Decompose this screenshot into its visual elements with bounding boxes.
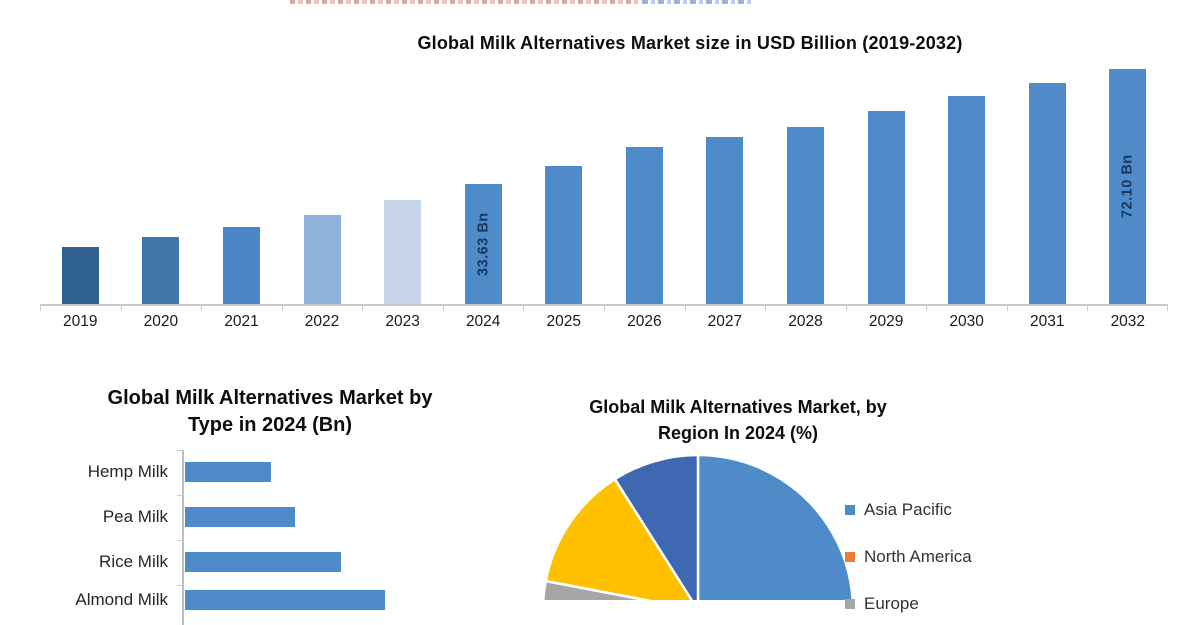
bar-2024: 33.63 Bn (464, 184, 502, 304)
x-axis-tick (120, 306, 122, 311)
x-label-2030: 2030 (949, 313, 984, 330)
legend-item-north-america: North America (845, 547, 972, 567)
legend-item-asia-pacific: Asia Pacific (845, 500, 952, 520)
x-label-2029: 2029 (868, 313, 904, 330)
type-axis-tick (177, 495, 182, 496)
x-axis-tick (684, 306, 686, 311)
type-bar-pea-milk (185, 507, 295, 527)
x-axis-tick (926, 306, 928, 311)
x-axis-tick (604, 306, 605, 311)
x-axis-tick (281, 306, 283, 311)
bar-2032: 72.10 Bn (1109, 69, 1147, 304)
market-size-x-axis (40, 304, 1168, 311)
bar-2031 (1028, 83, 1066, 304)
legend-marker-asia-pacific (845, 505, 855, 515)
region-chart-title-line2: Region In 2024 (%) (657, 423, 819, 443)
bar-2019 (61, 247, 99, 304)
bar-2023 (384, 200, 422, 304)
bar-2029 (867, 111, 905, 304)
x-label-2028: 2028 (788, 313, 823, 330)
bar-2021 (222, 227, 260, 304)
bar-2027 (706, 137, 744, 304)
x-axis-tick (442, 306, 444, 311)
legend-marker-north-america (845, 552, 855, 562)
legend-label-europe: Europe (864, 594, 919, 613)
x-axis-tick (523, 306, 525, 311)
type-label-hemp-milk: Hemp Milk (87, 462, 168, 481)
legend-label-north-america: North America (864, 547, 972, 566)
x-label-2022: 2022 (304, 313, 340, 330)
region-chart-title: Global Milk Alternatives Market, by Regi… (538, 394, 938, 446)
bar-2022 (303, 215, 341, 304)
type-chart-title: Global Milk Alternatives Market by Type … (40, 385, 500, 439)
x-axis-tick (845, 306, 847, 311)
x-label-2019: 2019 (63, 313, 98, 330)
x-label-2023: 2023 (385, 313, 420, 330)
bar-2020 (142, 237, 180, 304)
legend-marker-europe (845, 599, 855, 609)
pie-slice-unlabeled-3 (544, 477, 694, 600)
x-axis-tick (765, 306, 767, 311)
region-chart-title-line1: Global Milk Alternatives Market, by (589, 397, 887, 417)
region-pie-chart (542, 453, 854, 600)
bar-2026 (625, 147, 663, 304)
type-bar-rice-milk (185, 552, 341, 572)
bar-2030 (948, 96, 986, 304)
x-axis-tick (1167, 306, 1168, 311)
x-axis-tick (362, 306, 364, 311)
type-chart-y-axis (182, 450, 184, 625)
x-label-2021: 2021 (224, 313, 259, 330)
x-label-2024: 2024 (465, 313, 501, 330)
x-axis-tick (1006, 306, 1008, 311)
bar-2028 (786, 127, 824, 304)
type-label-rice-milk: Rice Milk (99, 552, 168, 571)
x-label-2026: 2026 (627, 313, 662, 330)
x-label-2032: 2032 (1110, 313, 1146, 330)
x-label-2025: 2025 (546, 313, 581, 330)
type-chart-title-line1: Global Milk Alternatives Market by (107, 387, 433, 409)
clipped-header-text-red (290, 0, 638, 4)
type-bar-hemp-milk (185, 462, 271, 482)
bar-2025 (545, 166, 583, 304)
type-axis-tick (177, 585, 182, 586)
x-label-2020: 2020 (143, 313, 179, 330)
pie-slice-asia-pacific (696, 453, 854, 600)
x-axis-tick (201, 306, 203, 311)
x-axis-tick (40, 306, 41, 311)
type-axis-tick (177, 450, 182, 451)
legend-item-europe: Europe (845, 594, 919, 614)
type-axis-tick (177, 540, 182, 541)
x-label-2031: 2031 (1029, 313, 1065, 330)
x-axis-tick (1087, 306, 1089, 311)
market-size-chart-title: Global Milk Alternatives Market size in … (417, 33, 963, 53)
x-label-2027: 2027 (707, 313, 743, 330)
legend-label-asia-pacific: Asia Pacific (864, 500, 952, 519)
type-label-pea-milk: Pea Milk (102, 507, 168, 526)
market-size-bar-plot: 33.63 Bn 72.10 Bn (40, 60, 1168, 304)
pie-slice-unlabeled-4 (613, 453, 700, 600)
clipped-header-text-blue (642, 0, 752, 4)
market-size-x-axis-labels: 2019 2020 2021 2022 2023 2024 2025 2026 2027 2028… (40, 313, 1168, 331)
type-chart-title-line2: Type in 2024 (Bn) (187, 414, 353, 436)
